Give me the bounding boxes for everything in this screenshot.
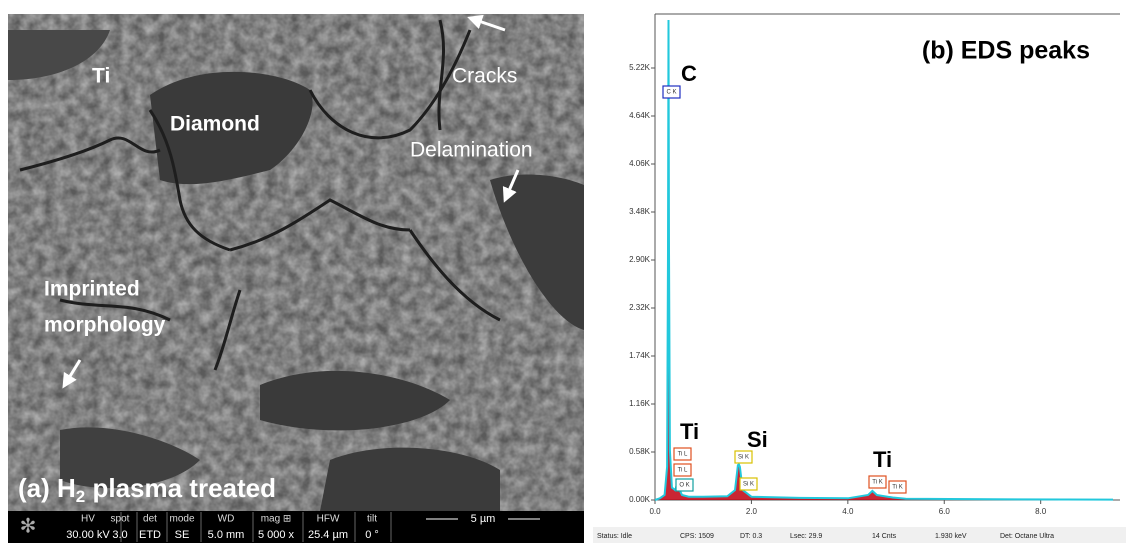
peak-annotation: C bbox=[681, 61, 697, 86]
info-value: 3.0 bbox=[112, 529, 127, 541]
peak-label: Ti L bbox=[678, 452, 688, 458]
status-text: Status: Idle bbox=[597, 533, 632, 540]
figure: Ti Diamond Cracks Delamination Imprinted… bbox=[0, 0, 1126, 543]
label-ti: Ti bbox=[92, 65, 110, 88]
x-tick-label: 8.0 bbox=[1035, 507, 1047, 516]
info-value: 5 000 x bbox=[258, 529, 295, 541]
status-text: Det: Octane Ultra bbox=[1000, 533, 1054, 540]
x-tick-label: 2.0 bbox=[746, 507, 758, 516]
y-tick-label: 1.74K bbox=[629, 351, 651, 360]
status-text: CPS: 1509 bbox=[680, 533, 714, 540]
y-tick-label: 1.16K bbox=[629, 399, 651, 408]
logo: ✻ bbox=[20, 515, 37, 537]
peak-label: Si K bbox=[738, 455, 749, 461]
info-header: mag ⊞ bbox=[261, 514, 292, 525]
label-morphology: morphology bbox=[44, 314, 166, 337]
peak-annotation: Ti bbox=[873, 447, 892, 472]
caption-prefix: (a) H bbox=[18, 473, 76, 503]
x-tick-label: 6.0 bbox=[939, 507, 951, 516]
y-tick-label: 0.58K bbox=[629, 447, 651, 456]
peak-label: Ti K bbox=[872, 480, 882, 486]
caption-suffix: plasma treated bbox=[85, 473, 276, 503]
scale-label: 5 µm bbox=[471, 513, 496, 525]
y-tick-label: 0.00K bbox=[629, 495, 651, 504]
info-value: 0 ° bbox=[365, 529, 379, 541]
info-value: 5.0 mm bbox=[208, 529, 245, 541]
status-text: 1.930 keV bbox=[935, 533, 967, 540]
info-header: det bbox=[143, 514, 157, 525]
y-tick-label: 4.64K bbox=[629, 111, 651, 120]
info-header: spot bbox=[111, 514, 130, 525]
label-cracks: Cracks bbox=[452, 65, 517, 88]
x-tick-label: 4.0 bbox=[842, 507, 854, 516]
caption-sub: 2 bbox=[76, 487, 85, 506]
eds-panel bbox=[593, 0, 1126, 543]
peak-annotation: Ti bbox=[680, 419, 699, 444]
y-tick-label: 2.32K bbox=[629, 303, 651, 312]
sem-image bbox=[8, 14, 584, 511]
label-imprinted: Imprinted bbox=[44, 278, 140, 301]
y-tick-label: 3.48K bbox=[629, 207, 651, 216]
peak-label: Si K bbox=[743, 482, 754, 488]
peak-annotation: Si bbox=[747, 427, 768, 452]
info-value: SE bbox=[175, 529, 190, 541]
info-header: HFW bbox=[317, 514, 340, 525]
label-diamond: Diamond bbox=[170, 113, 260, 136]
info-header: HV bbox=[81, 514, 95, 525]
y-tick-label: 5.22K bbox=[629, 63, 651, 72]
peak-label: O K bbox=[679, 483, 689, 489]
info-header: WD bbox=[218, 514, 235, 525]
status-text: DT: 0.3 bbox=[740, 533, 762, 540]
caption: (a) H2 plasma treated bbox=[18, 473, 276, 507]
info-header: tilt bbox=[367, 514, 377, 525]
info-header: mode bbox=[169, 514, 194, 525]
status-text: Lsec: 29.9 bbox=[790, 533, 822, 540]
peak-label: C K bbox=[666, 90, 676, 96]
peak-label: Ti K bbox=[892, 485, 902, 491]
info-value: 25.4 µm bbox=[308, 529, 348, 541]
label-delamination: Delamination bbox=[410, 139, 533, 162]
peak-label: Ti L bbox=[678, 468, 688, 474]
chart-title: (b) EDS peaks bbox=[922, 37, 1090, 65]
info-value: ETD bbox=[139, 529, 161, 541]
x-tick-label: 0.0 bbox=[649, 507, 661, 516]
y-tick-label: 2.90K bbox=[629, 255, 651, 264]
y-tick-label: 4.06K bbox=[629, 159, 651, 168]
info-value: 30.00 kV bbox=[66, 529, 110, 541]
status-text: 14 Cnts bbox=[872, 533, 897, 540]
